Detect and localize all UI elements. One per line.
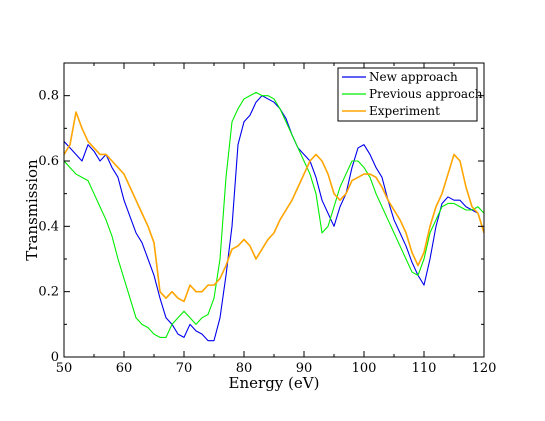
series-line-new-approach — [64, 95, 484, 342]
y-axis-title: Transmission — [23, 159, 41, 261]
x-tick-label: 60 — [116, 361, 133, 376]
y-tick-label: 0 — [51, 350, 59, 365]
x-tick-label: 50 — [56, 361, 73, 376]
y-tick-label: 0.4 — [38, 219, 59, 234]
x-tick-label: 90 — [296, 361, 313, 376]
x-axis-title: Energy (eV) — [229, 374, 320, 392]
x-tick-label: 100 — [352, 361, 377, 376]
series-line-previous-approach — [64, 91, 484, 338]
y-tick-label: 0.6 — [38, 154, 59, 169]
legend-label-new-approach: New approach — [369, 70, 458, 84]
y-tick-label: 0.8 — [38, 89, 59, 104]
x-tick-label: 80 — [236, 361, 253, 376]
series-layer — [64, 91, 484, 342]
x-tick-label: 120 — [472, 361, 497, 376]
y-tick-label: 0.2 — [38, 285, 59, 300]
legend: New approach Previous approach Experimen… — [337, 67, 483, 122]
series-line-experiment — [64, 111, 484, 303]
x-tick-label: 70 — [176, 361, 193, 376]
ticks-layer: 50 60 70 80 90 100 110 120 0 0.2 0.4 0.6 0.8 — [38, 62, 497, 376]
legend-label-previous-approach: Previous approach — [369, 87, 483, 101]
legend-label-experiment: Experiment — [369, 104, 440, 118]
x-tick-label: 110 — [412, 361, 437, 376]
